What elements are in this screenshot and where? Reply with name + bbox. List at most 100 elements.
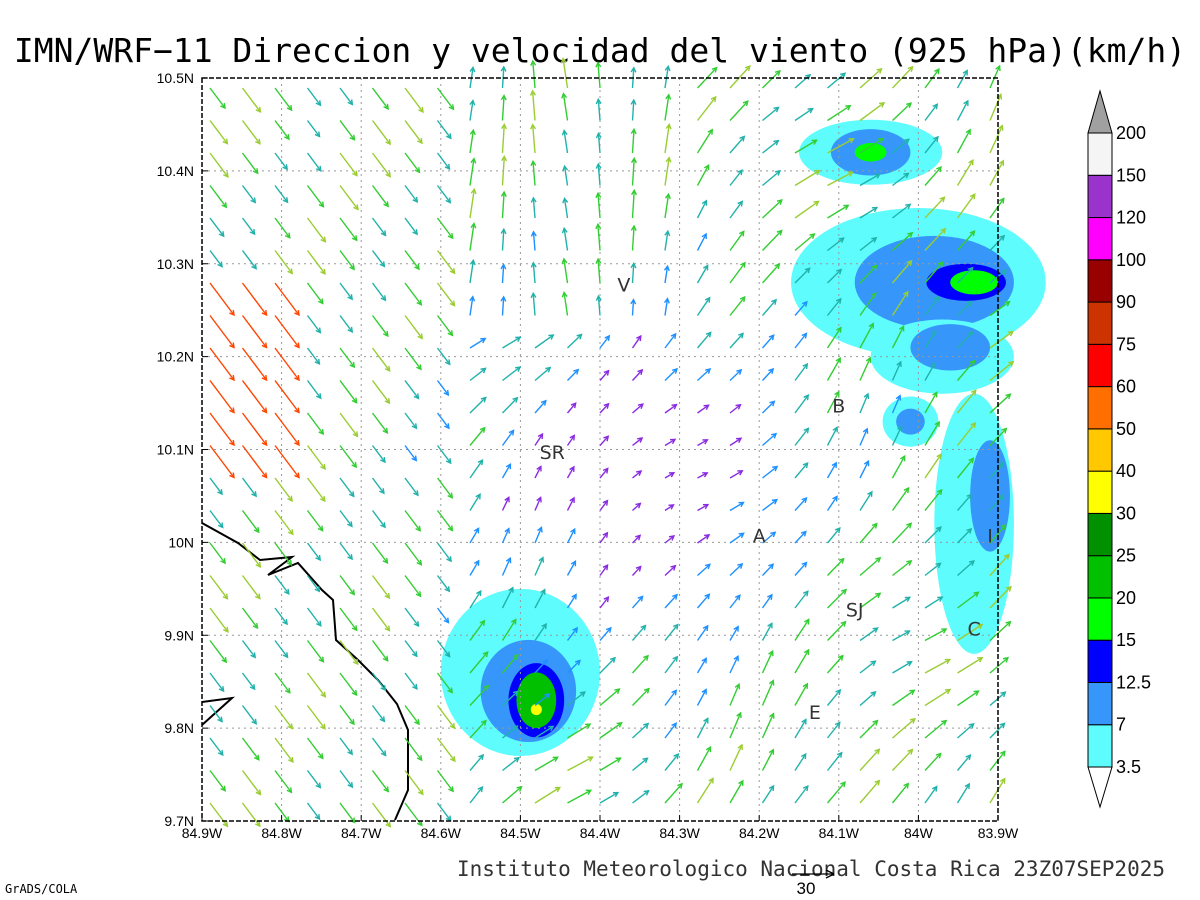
wind-vector: [892, 559, 913, 577]
wind-vector: [562, 196, 569, 219]
wind-vector: [956, 754, 972, 771]
wind-vector: [339, 120, 356, 141]
wind-vector: [664, 156, 672, 186]
wind-vector: [599, 402, 610, 414]
wind-vector: [989, 300, 1011, 317]
wind-vector: [826, 781, 846, 804]
wind-vector: [209, 217, 225, 238]
wind-vector: [274, 737, 294, 764]
wind-vector: [729, 470, 744, 479]
wind-vector: [500, 263, 507, 284]
wind-vector: [534, 756, 559, 772]
wind-vector: [404, 477, 419, 497]
wind-vector: [306, 802, 321, 821]
wind-vector: [339, 445, 358, 469]
lat-tick-label: 10.5N: [157, 70, 194, 86]
wind-vector: [469, 458, 484, 479]
wind-vector: [404, 607, 420, 628]
wind-vector: [924, 658, 952, 674]
wind-vector: [371, 802, 392, 828]
wind-vector: [561, 226, 569, 251]
wind-vector: [404, 120, 423, 145]
wind-vector: [729, 295, 746, 316]
wind-vector: [729, 711, 742, 739]
wind-vector: [989, 197, 1005, 219]
wind-vector: [826, 356, 841, 381]
wind-vector: [436, 120, 452, 140]
wind-vector: [664, 192, 671, 219]
wind-vector: [664, 504, 675, 512]
shade-east-cloud-core: [970, 440, 1010, 552]
wind-vector: [209, 315, 235, 349]
lon-tick-label: 84.6W: [421, 825, 462, 841]
wind-vector: [826, 654, 844, 674]
wind-vector: [501, 154, 508, 186]
wind-vector: [534, 366, 552, 382]
wind-vector: [924, 196, 946, 219]
wind-vector: [956, 158, 974, 186]
wind-vector: [371, 87, 390, 111]
wind-vector: [859, 356, 872, 381]
wind-vector: [371, 705, 386, 723]
wind-vector: [891, 325, 905, 349]
wind-vector: [956, 359, 976, 381]
wind-vector: [469, 493, 481, 511]
wind-vector: [534, 622, 547, 641]
lat-tick-label: 10.3N: [157, 256, 194, 272]
wind-vector: [339, 477, 355, 498]
wind-vector: [209, 445, 235, 479]
wind-vector: [729, 65, 751, 89]
wind-vector: [502, 366, 522, 382]
wind-vector: [664, 593, 678, 609]
wind-vector: [762, 531, 777, 544]
wind-vector: [989, 64, 1001, 89]
wind-vector: [404, 87, 424, 114]
lon-tick-label: 84.9W: [182, 825, 223, 841]
colorbar-label: 3.5: [1116, 757, 1141, 777]
wind-vector: [562, 164, 569, 186]
lat-tick-label: 10.2N: [157, 349, 194, 365]
wind-vector: [729, 169, 743, 186]
wind-vector: [566, 402, 577, 414]
wind-vector: [209, 802, 229, 828]
wind-vector: [274, 217, 291, 239]
wind-vector: [436, 282, 456, 307]
wind-vector: [924, 166, 942, 186]
wind-vector: [664, 438, 677, 447]
wind-vector: [306, 412, 325, 436]
wind-vector: [989, 523, 1007, 544]
wind-vector: [339, 412, 359, 438]
wind-vector: [696, 745, 712, 771]
wind-vector: [664, 229, 671, 251]
wind-vector: [502, 336, 522, 349]
wind-vector: [826, 721, 841, 739]
wind-vector: [306, 315, 322, 334]
wind-vector: [957, 266, 974, 284]
wind-vector: [534, 465, 542, 479]
wind-vector: [794, 590, 809, 609]
reference-vector-label: 30: [797, 879, 816, 898]
colorbar-box: [1087, 681, 1113, 726]
wind-vector: [530, 196, 537, 219]
wind-vector: [241, 607, 259, 630]
wind-vector: [794, 648, 810, 674]
wind-vector: [729, 135, 746, 154]
wind-vector: [404, 282, 423, 306]
wind-vector: [989, 159, 1005, 186]
wind-vector: [761, 563, 775, 576]
wind-vector: [469, 619, 486, 641]
wind-vector: [567, 723, 592, 739]
wind-vector: [241, 802, 261, 828]
wind-vector: [892, 630, 911, 642]
wind-vector: [924, 785, 938, 804]
lat-tick-label: 9.9N: [164, 627, 194, 643]
wind-vector: [436, 87, 455, 111]
wind-vector: [500, 190, 507, 219]
wind-vector: [729, 654, 739, 674]
colorbar-label: 20: [1116, 588, 1136, 608]
wind-vector: [436, 217, 454, 240]
colorbar-label: 200: [1116, 123, 1146, 143]
wind-vector: [530, 261, 537, 284]
shade-ne-lobe-2-core: [910, 324, 991, 371]
city-label-e: E: [809, 702, 821, 724]
